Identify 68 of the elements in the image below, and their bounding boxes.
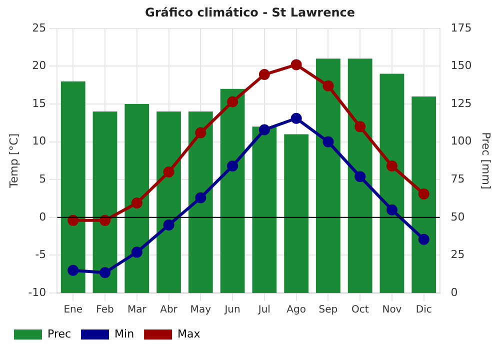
x-tick-label: Feb xyxy=(96,304,114,316)
point xyxy=(99,267,110,278)
bar xyxy=(348,58,372,293)
y-tick-label: 0 xyxy=(39,210,46,224)
bar xyxy=(380,74,404,293)
bar xyxy=(252,126,277,293)
bar xyxy=(92,112,118,293)
y-tick-label: 10 xyxy=(32,134,46,148)
point xyxy=(354,121,366,132)
point xyxy=(322,80,334,92)
point xyxy=(227,96,238,108)
y2-tick-label: 100 xyxy=(450,134,472,148)
x-tick-label: Abr xyxy=(160,304,178,316)
point xyxy=(290,59,302,70)
point xyxy=(131,198,142,209)
x-tick-label: Jun xyxy=(224,304,240,316)
x-tick-label: Jul xyxy=(257,304,270,316)
point xyxy=(354,171,366,182)
point xyxy=(195,192,206,204)
y2-tick-label: 125 xyxy=(450,96,472,110)
bar xyxy=(60,81,86,293)
bar xyxy=(124,104,150,293)
point xyxy=(131,246,142,258)
x-tick-label: Ene xyxy=(64,304,83,316)
x-tick-label: Mar xyxy=(127,304,148,316)
bar xyxy=(188,112,213,293)
y-tick-label: 15 xyxy=(32,96,46,110)
y2-tick-label: 175 xyxy=(450,21,472,34)
y2-tick-label: 150 xyxy=(450,59,472,72)
legend-label: Max xyxy=(178,327,201,340)
point xyxy=(227,160,238,172)
point xyxy=(322,136,334,148)
x-tick-label: Nov xyxy=(382,304,402,316)
point xyxy=(290,112,302,124)
x-tick-label: Ago xyxy=(286,304,306,316)
bar xyxy=(284,134,309,293)
bar xyxy=(156,112,181,293)
y2-tick-label: 75 xyxy=(450,172,465,186)
x-tick-label: Dic xyxy=(416,304,432,316)
bar xyxy=(412,96,436,293)
point xyxy=(163,166,174,178)
y-axis-title: Temp [°C] xyxy=(7,133,20,189)
chart-title: Gráfico climático - St Lawrence xyxy=(144,5,356,20)
y2-tick-label: 0 xyxy=(450,286,458,299)
point xyxy=(418,234,430,245)
point xyxy=(386,204,398,216)
x-tick-label: Oct xyxy=(351,304,369,316)
point xyxy=(386,160,398,172)
point xyxy=(418,188,430,200)
y-tick-label: 20 xyxy=(32,59,46,72)
x-tick-label: May xyxy=(190,304,212,316)
legend-label: Min xyxy=(114,327,134,340)
x-tick-label: Sep xyxy=(318,304,338,316)
y2-tick-label: 25 xyxy=(450,248,465,262)
y-tick-label: -10 xyxy=(28,286,46,299)
y2-tick-label: 50 xyxy=(450,210,465,224)
point xyxy=(195,127,206,138)
bar xyxy=(220,88,245,293)
point xyxy=(68,264,79,276)
point xyxy=(163,219,174,230)
point xyxy=(258,124,270,136)
point xyxy=(258,69,270,80)
y-tick-label: 5 xyxy=(39,172,46,186)
y2-axis-title: Prec [mm] xyxy=(480,132,493,190)
bar xyxy=(316,58,340,293)
legend-label: Prec xyxy=(48,327,72,340)
y-tick-label: -5 xyxy=(35,248,46,262)
y-tick-label: 25 xyxy=(32,21,46,34)
